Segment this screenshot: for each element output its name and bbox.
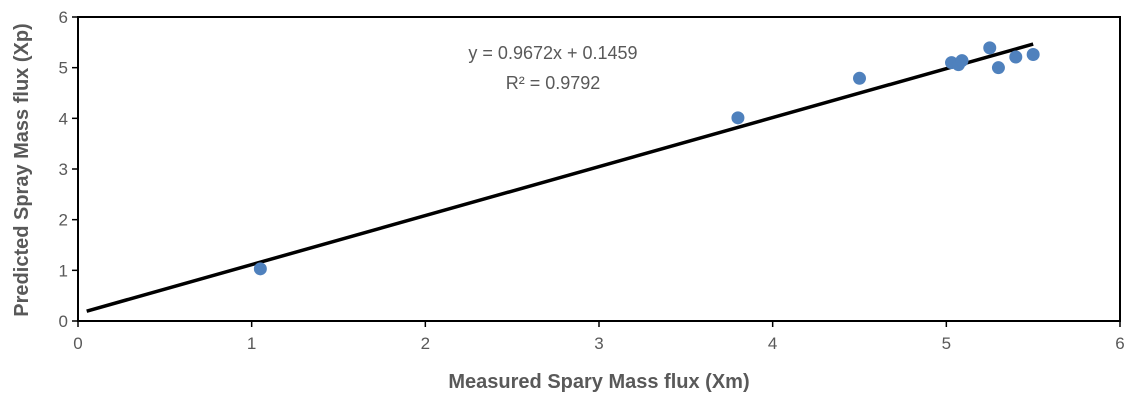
data-point	[955, 54, 969, 68]
data-point	[1026, 47, 1040, 61]
x-axis-ticks: 0 1 2 3 4 5 6	[73, 321, 1125, 353]
y-axis-title: Predicted Spray Mass flux (Xp)	[11, 23, 33, 316]
x-axis-title: Measured Spary Mass flux (Xm)	[448, 371, 749, 393]
data-points	[253, 41, 1040, 276]
y-tick-label: 5	[59, 59, 68, 78]
data-point	[983, 41, 997, 55]
x-tick-label: 2	[421, 334, 430, 353]
y-tick-label: 4	[59, 109, 68, 128]
x-tick-label: 5	[942, 334, 951, 353]
x-tick-label: 1	[247, 334, 256, 353]
y-tick-label: 1	[59, 261, 68, 280]
data-point	[1009, 50, 1023, 64]
y-tick-label: 0	[59, 312, 68, 331]
x-tick-label: 3	[594, 334, 603, 353]
trendline-equation: y = 0.9672x + 0.1459	[468, 43, 637, 63]
x-tick-label: 4	[768, 334, 777, 353]
data-point	[253, 262, 267, 276]
y-axis-ticks: 0 1 2 3 4 5 6	[59, 8, 78, 331]
x-tick-label: 0	[73, 334, 82, 353]
data-point	[991, 61, 1005, 75]
r-squared-label: R² = 0.9792	[506, 73, 601, 93]
trendline	[86, 42, 1034, 313]
data-point	[853, 71, 866, 85]
x-tick-label: 6	[1115, 334, 1124, 353]
data-point	[731, 111, 745, 125]
y-tick-label: 3	[59, 160, 68, 179]
y-tick-label: 6	[59, 8, 68, 27]
y-tick-label: 2	[59, 211, 68, 230]
